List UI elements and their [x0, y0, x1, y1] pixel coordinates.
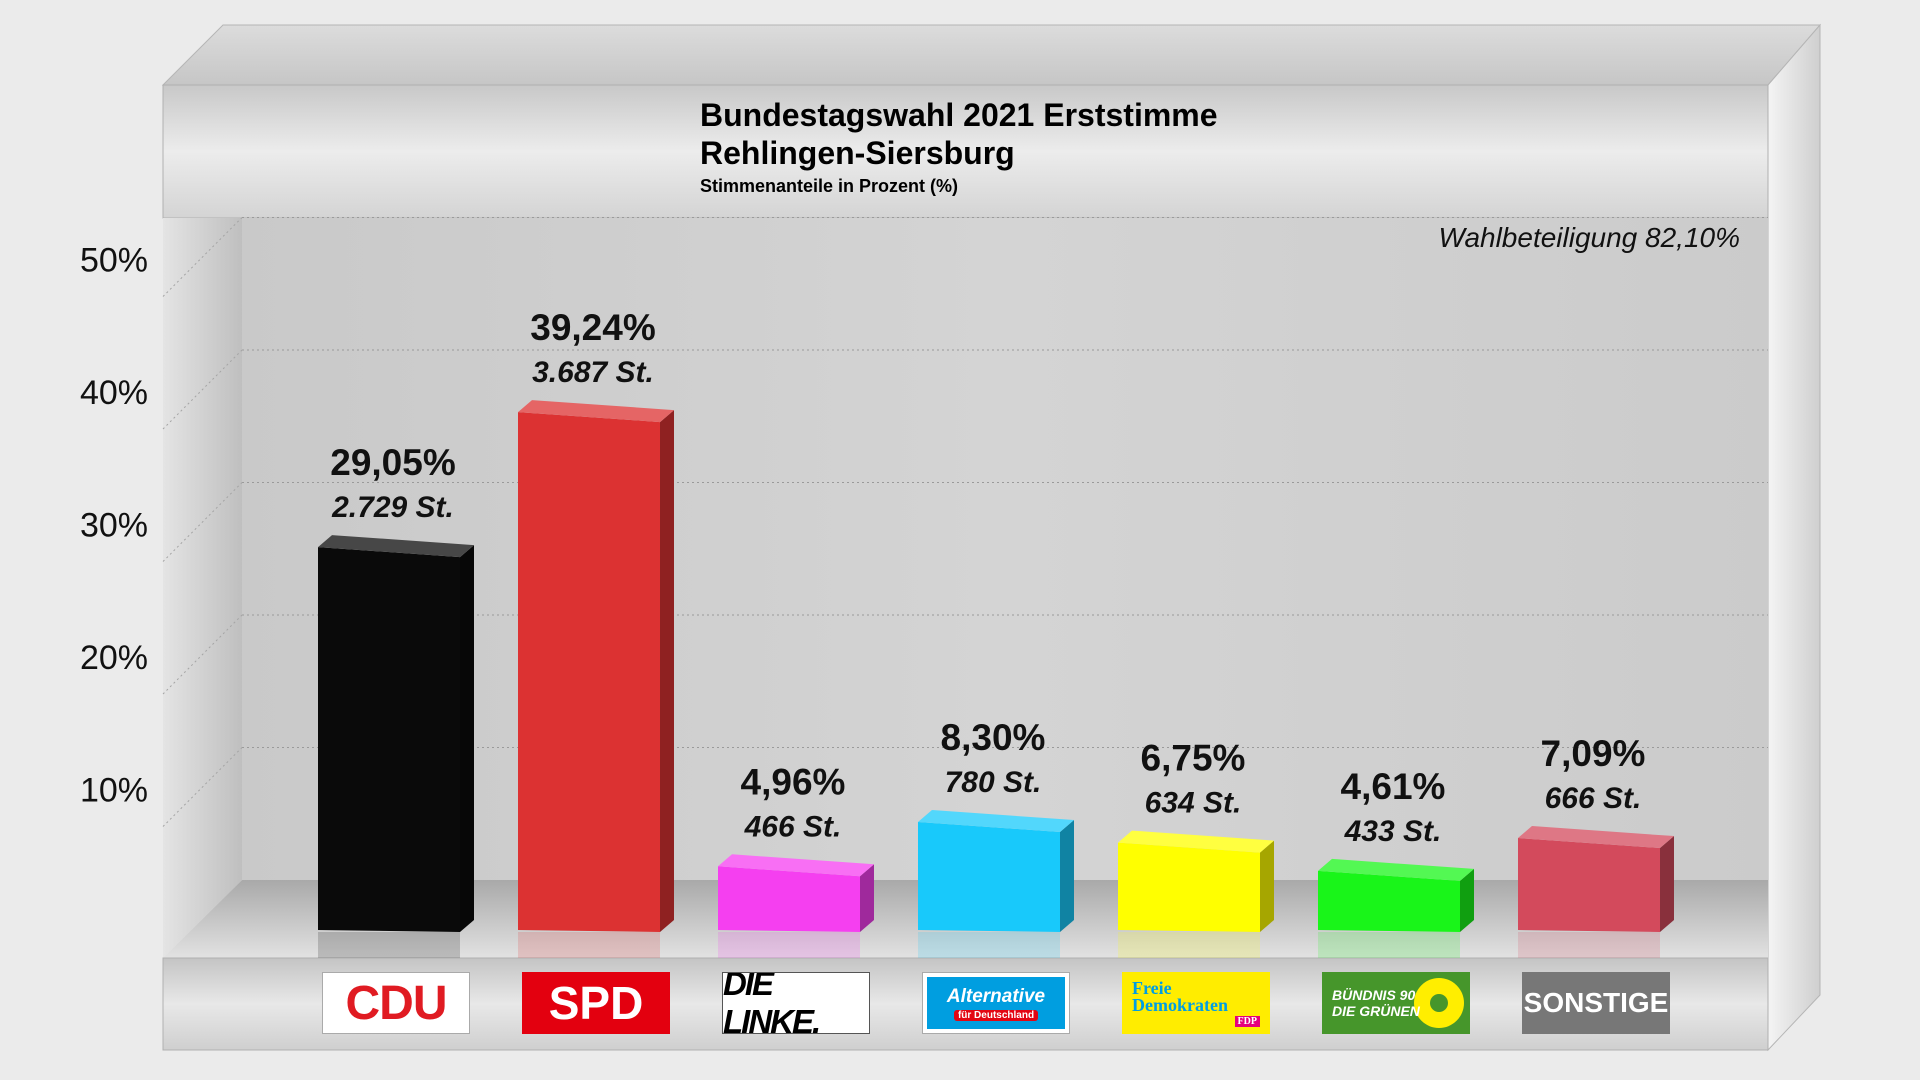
bar-top — [918, 810, 1074, 833]
bar-value-label: 6,75% — [1141, 738, 1246, 779]
bar — [918, 810, 1074, 958]
logo-fdp-line1: Freie — [1132, 977, 1172, 998]
logo-cdu-text: CDU — [345, 976, 448, 1030]
bar-top — [1118, 830, 1274, 853]
bar-reflection — [718, 932, 860, 958]
y-tick-label: 30% — [80, 507, 148, 545]
bar-votes-label: 666 St. — [1545, 782, 1642, 815]
logo-sonstige-text: SONSTIGE — [1523, 987, 1669, 1018]
bar — [718, 854, 874, 958]
bar — [518, 400, 674, 958]
bar-front — [318, 547, 460, 932]
bar-front — [718, 866, 860, 932]
grid-line-side — [162, 349, 243, 430]
box-header-face — [162, 84, 1769, 219]
grid-line-side — [162, 614, 243, 695]
bar — [318, 535, 474, 958]
bar-front — [1118, 842, 1260, 932]
y-tick-label: 10% — [80, 772, 148, 810]
bar-side — [1060, 820, 1074, 932]
logo-sonstige: SONSTIGE — [1522, 972, 1670, 1034]
plot-back-wall — [242, 218, 1768, 880]
bar-front — [518, 412, 660, 932]
bar-top — [1518, 826, 1674, 849]
bar-reflection — [1518, 932, 1660, 958]
bar-top — [518, 400, 674, 423]
bar-reflection — [1118, 932, 1260, 958]
logo-spd: SPD — [522, 972, 670, 1034]
bar-top — [318, 535, 474, 558]
box-right-face — [1767, 23, 1821, 1052]
bar-reflection — [518, 932, 660, 958]
bar-value-label: 8,30% — [941, 717, 1046, 758]
logo-gruene: BÜNDNIS 90 DIE GRÜNEN — [1322, 972, 1470, 1034]
bar-side — [1660, 836, 1674, 932]
bars — [318, 400, 1674, 958]
logo-cdu: CDU — [322, 972, 470, 1034]
logo-afd-sub: für Deutschland — [953, 1009, 1039, 1021]
bar-side — [860, 864, 874, 932]
bar-votes-label: 2.729 St. — [331, 491, 454, 524]
bar-value-label: 29,05% — [330, 442, 456, 483]
bar-front — [1518, 838, 1660, 932]
chart-note: Stimmenanteile in Prozent (%) — [700, 176, 959, 196]
turnout-label: Wahlbeteiligung 82,10% — [1438, 222, 1740, 253]
logo-spd-text: SPD — [548, 977, 644, 1029]
bar-top — [718, 854, 874, 877]
logo-linke: DIE LINKE. — [722, 972, 870, 1034]
grid-line-side — [162, 217, 243, 297]
bar-front — [918, 822, 1060, 932]
bar-votes-label: 780 St. — [945, 766, 1042, 799]
logo-fdp-line2: Demokraten — [1132, 994, 1228, 1015]
bar — [1518, 826, 1674, 958]
y-tick-label: 20% — [80, 639, 148, 677]
bar-votes-label: 433 St. — [1344, 815, 1442, 848]
bar-front — [1318, 870, 1460, 932]
bar-reflection — [1318, 932, 1460, 958]
logo-afd-main: Alternative — [946, 985, 1046, 1007]
bar-value-label: 7,09% — [1541, 733, 1646, 774]
bar-side — [660, 410, 674, 932]
bar-side — [460, 545, 474, 932]
sunflower-icon — [1414, 978, 1464, 1028]
box-top-face — [161, 24, 1822, 86]
y-axis-ticks: 10% 20% 30% 40% 50% — [80, 242, 148, 810]
bar-reflection — [318, 932, 460, 958]
chart-subtitle: Rehlingen-Siersburg — [700, 135, 1015, 171]
logo-afd: Alternative für Deutschland — [922, 972, 1070, 1034]
bar-votes-label: 634 St. — [1145, 787, 1242, 820]
logo-gruene-line1: BÜNDNIS 90 — [1332, 987, 1416, 1003]
bar-labels: 29,05% 2.729 St. 39,24% 3.687 St. 4,96% 466 S… — [330, 307, 1645, 848]
logo-gruene-line2: DIE GRÜNEN — [1332, 1003, 1420, 1019]
logo-fdp-tag: FDP — [1234, 1015, 1260, 1027]
bar-value-label: 4,96% — [741, 761, 846, 802]
logo-fdp: Freie Demokraten FDP — [1122, 972, 1270, 1034]
plot-left-wall — [163, 218, 242, 958]
bar-reflection — [918, 932, 1060, 958]
bar-side — [1460, 868, 1474, 932]
logo-linke-text: DIE LINKE. — [723, 972, 821, 1034]
bar-value-label: 39,24% — [530, 307, 656, 348]
bar-value-label: 4,61% — [1341, 766, 1446, 807]
bar-votes-label: 3.687 St. — [532, 356, 654, 389]
grid-lines — [162, 217, 1768, 827]
y-tick-label: 40% — [80, 374, 148, 412]
grid-line-side — [162, 747, 243, 827]
chart-title-block: Bundestagswahl 2021 Erststimme Rehlingen… — [700, 96, 1218, 198]
bar-votes-label: 466 St. — [744, 810, 842, 843]
grid-line-side — [162, 482, 243, 562]
bar — [1118, 830, 1274, 958]
logo-afd-inner: Alternative für Deutschland — [927, 977, 1065, 1029]
bar — [1318, 858, 1474, 958]
y-tick-label: 50% — [80, 242, 148, 280]
bar-side — [1260, 840, 1274, 932]
chart-title: Bundestagswahl 2021 Erststimme — [700, 97, 1218, 133]
bar-top — [1318, 858, 1474, 881]
